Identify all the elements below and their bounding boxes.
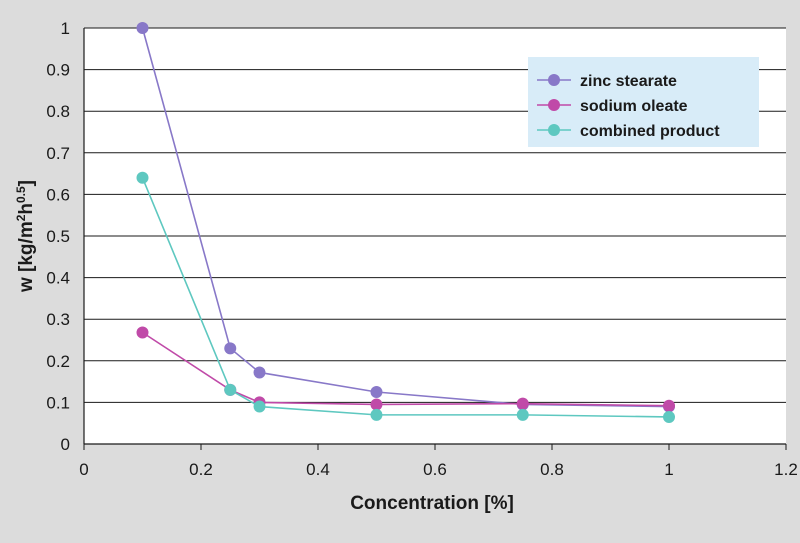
y-axis-title-mid: h <box>16 203 37 215</box>
data-point <box>253 400 266 413</box>
series-group <box>136 22 675 423</box>
y-tick-label: 0.5 <box>46 227 70 246</box>
data-point <box>663 399 675 412</box>
x-tick-label: 0.4 <box>306 460 330 479</box>
x-tick-label: 0.8 <box>540 460 564 479</box>
y-tick-label: 0.3 <box>46 310 70 329</box>
y-tick-label: 1 <box>61 19 70 38</box>
y-axis-title: w [kg/m2h0.5] <box>14 180 37 293</box>
data-point <box>370 408 383 421</box>
x-tick-label: 0 <box>79 460 88 479</box>
y-tick-label: 0.6 <box>46 185 70 204</box>
x-tick-label: 1.2 <box>774 460 798 479</box>
y-axis-title-suffix: ] <box>16 180 37 186</box>
legend-marker <box>548 74 560 86</box>
x-tick-label: 0.2 <box>189 460 213 479</box>
x-axis-ticks: 0 0.2 0.4 0.6 0.8 1 1.2 <box>79 444 798 479</box>
data-point <box>136 22 149 34</box>
data-point <box>370 386 383 398</box>
data-point <box>136 171 149 184</box>
data-point <box>516 408 529 421</box>
legend-label: combined product <box>580 123 720 140</box>
x-axis-title: Concentration [%] <box>350 493 514 514</box>
data-point <box>370 398 383 411</box>
y-axis-title-sup1: 2 <box>14 214 28 221</box>
y-axis-title-prefix: w [kg/m <box>16 221 37 293</box>
series-line <box>141 27 670 408</box>
data-point <box>224 342 237 355</box>
legend-marker <box>548 99 560 111</box>
legend-label: sodium oleate <box>580 98 688 115</box>
series-combined-product <box>136 171 675 423</box>
y-tick-label: 0 <box>61 435 70 454</box>
y-axis-ticks: 0 0.1 0.2 0.3 0.4 0.5 0.6 0.7 0.8 0.9 1 <box>46 19 70 454</box>
y-tick-label: 0.8 <box>46 102 70 121</box>
data-point <box>253 366 266 379</box>
data-point <box>516 397 529 410</box>
y-tick-label: 0.7 <box>46 144 70 163</box>
x-tick-label: 1 <box>664 460 673 479</box>
data-point <box>136 326 149 339</box>
legend: zinc stearate sodium oleate combined produ… <box>528 57 759 147</box>
y-tick-label: 0.9 <box>46 61 70 80</box>
series-line <box>142 331 670 407</box>
legend-box <box>528 57 759 147</box>
legend-label: zinc stearate <box>580 73 677 90</box>
legend-marker <box>548 124 560 136</box>
data-point <box>663 410 675 423</box>
y-axis-title-sup2: 0.5 <box>14 186 28 203</box>
y-tick-label: 0.4 <box>46 269 70 288</box>
series-line <box>141 177 670 418</box>
x-tick-label: 0.6 <box>423 460 447 479</box>
y-tick-label: 0.1 <box>46 393 70 412</box>
y-tick-label: 0.2 <box>46 352 70 371</box>
data-point <box>224 383 237 396</box>
